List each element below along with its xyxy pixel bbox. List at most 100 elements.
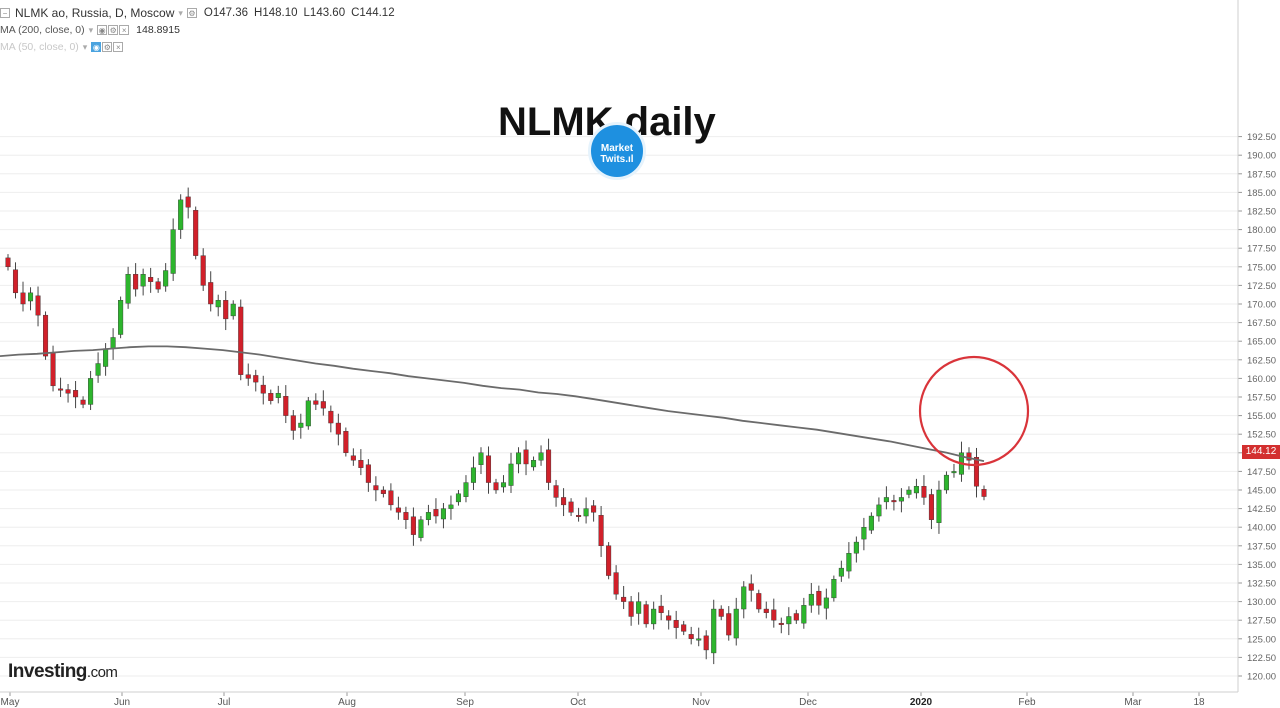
candle-body xyxy=(561,497,567,506)
hidden-icon[interactable]: ◉ xyxy=(91,42,102,52)
candle xyxy=(951,463,957,478)
collapse-icon[interactable]: − xyxy=(0,8,10,18)
settings-icon[interactable]: ⚙ xyxy=(186,8,197,18)
candle-body xyxy=(598,515,604,547)
candle-body xyxy=(118,300,124,335)
candle-body xyxy=(80,399,86,405)
candle xyxy=(808,583,814,613)
candle-body xyxy=(831,579,837,599)
symbol-header: − NLMK ao, Russia, D, Moscow ▾ ⚙ O147.36… xyxy=(0,6,395,20)
high-value: H148.10 xyxy=(254,7,298,19)
candle-body xyxy=(523,449,529,465)
candle-body xyxy=(966,452,972,461)
candle-body xyxy=(808,593,814,606)
candle xyxy=(5,254,11,271)
symbol-label[interactable]: NLMK ao, Russia, D, Moscow xyxy=(15,6,175,20)
chevron-down-icon[interactable]: ▾ xyxy=(82,41,88,52)
low-value: L143.60 xyxy=(303,7,346,19)
candle-body xyxy=(666,615,672,621)
candle-body xyxy=(275,393,281,398)
candle-body xyxy=(170,229,176,274)
candle-body xyxy=(50,352,56,387)
candle xyxy=(35,286,41,327)
investing-logo: Investing.com xyxy=(8,661,118,683)
candle xyxy=(553,479,559,507)
close-icon[interactable]: × xyxy=(113,42,124,52)
candle-body xyxy=(553,485,559,498)
candle xyxy=(313,393,319,411)
candle xyxy=(103,343,109,376)
candle-body xyxy=(508,463,514,486)
candle xyxy=(388,483,394,511)
y-tick-label: 162.50 xyxy=(1247,355,1276,366)
y-tick-label: 185.00 xyxy=(1247,188,1276,199)
close-value: C144.12 xyxy=(351,7,395,19)
candle xyxy=(651,601,657,630)
x-tick-label: 18 xyxy=(1193,697,1205,708)
chevron-down-icon[interactable]: ▾ xyxy=(178,7,183,18)
visibility-icon[interactable]: ◉ xyxy=(97,25,108,35)
candle xyxy=(500,475,507,493)
candle-body xyxy=(20,292,26,305)
candle xyxy=(711,599,717,665)
candle xyxy=(155,277,161,293)
settings-icon[interactable]: ⚙ xyxy=(102,42,113,52)
candle-body xyxy=(538,452,544,461)
candle-body xyxy=(741,586,747,610)
ma200-label[interactable]: MA (200, close, 0) xyxy=(0,24,85,36)
candle-body xyxy=(891,500,897,503)
y-tick-label: 170.00 xyxy=(1247,300,1276,311)
candle xyxy=(613,565,619,600)
candle-body xyxy=(455,493,461,503)
candle xyxy=(921,475,927,505)
candle-body xyxy=(163,270,169,287)
candle xyxy=(741,581,747,619)
ma200-line xyxy=(0,345,985,462)
candle xyxy=(358,449,364,476)
candle xyxy=(786,607,792,636)
y-tick-label: 187.50 xyxy=(1247,169,1276,180)
x-tick-label: Mar xyxy=(1124,697,1142,708)
candle xyxy=(568,498,574,517)
x-tick-label: Nov xyxy=(692,697,710,708)
y-tick-label: 130.00 xyxy=(1247,597,1276,608)
candle-body xyxy=(485,455,492,483)
candle-body xyxy=(748,583,754,591)
candle xyxy=(320,390,326,416)
candle-body xyxy=(395,507,401,513)
candle-body xyxy=(778,622,784,625)
y-tick-label: 135.00 xyxy=(1247,560,1276,571)
candle xyxy=(200,248,206,291)
y-tick-label: 192.50 xyxy=(1247,132,1276,143)
candle xyxy=(455,490,461,506)
candle-body xyxy=(681,624,687,632)
candles xyxy=(5,187,987,665)
y-tick-label: 137.50 xyxy=(1247,541,1276,552)
close-icon[interactable]: × xyxy=(119,25,130,35)
candle xyxy=(853,536,859,563)
candle xyxy=(868,512,874,534)
candle-body xyxy=(448,504,454,509)
candle xyxy=(703,630,709,660)
ma50-label[interactable]: MA (50, close, 0) xyxy=(0,41,79,53)
candle-body xyxy=(838,567,844,577)
candle xyxy=(185,187,191,219)
candle-body xyxy=(906,489,912,495)
candle-body xyxy=(185,196,191,208)
candle xyxy=(771,598,777,628)
candle-body xyxy=(786,616,792,625)
candle xyxy=(425,504,431,526)
y-tick-label: 190.00 xyxy=(1247,151,1276,162)
candle xyxy=(883,486,889,510)
candle xyxy=(193,206,199,260)
candle xyxy=(268,389,274,405)
brand-name: Investing xyxy=(8,661,87,682)
candle-body xyxy=(463,482,469,497)
candle-body xyxy=(696,638,702,641)
candle xyxy=(148,267,154,293)
grid-lines xyxy=(0,136,1238,677)
settings-icon[interactable]: ⚙ xyxy=(108,25,119,35)
candle xyxy=(418,516,424,542)
chevron-down-icon[interactable]: ▾ xyxy=(88,24,94,35)
candle xyxy=(170,218,176,281)
